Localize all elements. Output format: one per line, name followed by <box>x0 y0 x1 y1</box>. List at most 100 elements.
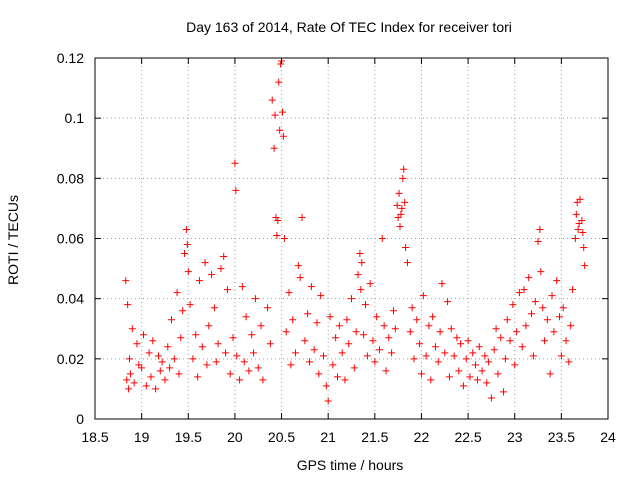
data-point <box>579 228 587 236</box>
data-point <box>473 376 481 384</box>
y-tick-label: 0.04 <box>57 291 84 307</box>
data-point <box>371 358 379 366</box>
data-point <box>205 322 213 330</box>
data-point <box>441 349 449 357</box>
data-point <box>149 337 157 345</box>
data-point <box>154 352 162 360</box>
data-point <box>289 316 297 324</box>
data-point <box>147 373 155 381</box>
data-point <box>194 373 202 381</box>
data-point <box>294 262 302 270</box>
data-point <box>528 310 536 318</box>
data-point <box>125 385 133 393</box>
data-point <box>341 376 349 384</box>
data-point <box>434 358 442 366</box>
data-point <box>427 376 435 384</box>
data-point <box>231 159 239 167</box>
data-point <box>158 358 166 366</box>
x-tick-label: 20.5 <box>268 429 295 445</box>
data-point <box>497 334 505 342</box>
data-point <box>236 376 244 384</box>
data-point <box>145 349 153 357</box>
data-point <box>233 352 241 360</box>
data-point <box>413 316 421 324</box>
data-point <box>343 316 351 324</box>
x-tick-labels: 18.5 19 19.5 20 20.5 21 21.5 22 22.5 23 23.5 24 <box>81 429 616 445</box>
data-point <box>201 259 209 267</box>
x-tick-label: 18.5 <box>81 429 108 445</box>
x-tick-label: 21 <box>320 429 336 445</box>
data-point <box>317 292 325 300</box>
data-point <box>257 322 265 330</box>
data-point <box>126 370 134 378</box>
data-point <box>189 355 197 363</box>
data-point <box>195 277 203 285</box>
data-point <box>192 331 200 339</box>
data-point <box>214 340 222 348</box>
data-point <box>324 397 332 405</box>
data-point <box>492 325 500 333</box>
data-point <box>571 235 579 242</box>
data-point <box>167 316 175 324</box>
y-tick-label: 0.06 <box>57 231 84 247</box>
data-point <box>217 265 225 273</box>
x-tick-label: 22 <box>414 429 430 445</box>
data-point <box>378 235 386 242</box>
data-point <box>438 280 446 288</box>
data-point <box>457 340 465 348</box>
x-tick-label: 23 <box>507 429 523 445</box>
y-axis-label: ROTI / TECUs <box>5 195 21 285</box>
data-point <box>541 337 549 345</box>
data-point <box>417 370 425 378</box>
data-point <box>278 108 286 116</box>
data-point <box>130 379 138 387</box>
data-point <box>334 373 342 381</box>
data-point <box>264 304 272 312</box>
data-point <box>447 325 455 333</box>
y-tick-label: 0.02 <box>57 351 84 367</box>
data-point <box>229 334 237 342</box>
x-tick-label: 22.5 <box>454 429 481 445</box>
data-point <box>175 370 183 378</box>
data-point <box>385 334 393 342</box>
data-point <box>399 174 407 182</box>
data-point <box>511 361 519 369</box>
data-point <box>396 222 404 230</box>
data-point <box>156 367 164 375</box>
data-point <box>494 370 502 378</box>
data-point <box>410 355 418 363</box>
data-point <box>406 328 414 336</box>
data-point <box>356 250 364 258</box>
data-point <box>179 307 187 315</box>
data-point <box>133 340 141 348</box>
data-point <box>569 286 577 294</box>
data-point <box>164 343 172 351</box>
data-point <box>126 355 134 363</box>
data-point <box>515 289 523 297</box>
data-point <box>348 295 355 303</box>
data-point <box>128 325 136 333</box>
data-point <box>242 313 250 321</box>
data-point <box>408 304 416 312</box>
y-tick-label: 0.08 <box>57 170 84 186</box>
data-point <box>416 340 424 348</box>
data-point <box>138 364 146 372</box>
data-point <box>534 238 542 246</box>
data-point <box>375 346 383 354</box>
x-tick-label: 24 <box>600 429 616 445</box>
y-tick-label: 0 <box>76 411 84 427</box>
y-tick-label: 0.1 <box>65 110 85 126</box>
data-point <box>565 358 573 366</box>
data-point <box>520 286 528 294</box>
data-point <box>232 186 240 194</box>
data-point <box>513 328 521 336</box>
data-point <box>345 340 353 348</box>
data-point <box>550 328 558 336</box>
data-point <box>581 262 589 270</box>
data-point <box>503 316 511 324</box>
data-point <box>580 244 588 252</box>
data-point <box>254 364 262 372</box>
chart-title: Day 163 of 2014, Rate Of TEC Index for r… <box>186 19 512 35</box>
data-point <box>555 313 563 321</box>
data-point <box>186 301 194 309</box>
